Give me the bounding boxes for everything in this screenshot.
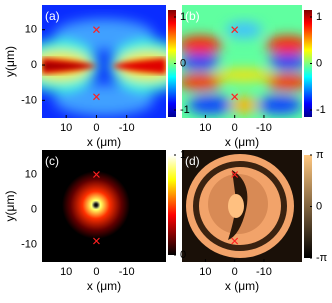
field-image (42, 150, 166, 262)
x-tick-label: 0 (232, 266, 238, 278)
x-tick-label: -10 (256, 266, 272, 278)
x-tick-label: 10 (60, 266, 72, 278)
marker (93, 171, 100, 178)
colorbar-tick-label: 0 (316, 57, 322, 69)
x-tick-label: 0 (232, 122, 238, 134)
y-tick-label: 0 (31, 59, 37, 71)
panel-label: (a) (45, 9, 60, 23)
colorbar (168, 10, 176, 117)
x-tick-label: 0 (93, 122, 99, 134)
colorbar (304, 155, 312, 258)
colorbar-tick-label: -π (316, 252, 328, 264)
x-axis-label: x (μm) (225, 279, 259, 293)
x-tick-label: -10 (256, 122, 272, 134)
panel-label: (b) (185, 9, 200, 23)
colorbar (168, 155, 176, 255)
marker (93, 93, 100, 101)
colorbar-tick-label: 1 (316, 11, 322, 23)
x-tick-label: 10 (199, 266, 211, 278)
marker (231, 93, 239, 101)
panel-label: (d) (185, 154, 200, 168)
x-tick-label: 10 (60, 122, 72, 134)
x-tick-label: -10 (119, 122, 135, 134)
y-tick-label: 10 (25, 168, 37, 180)
panel-label: (c) (45, 154, 59, 168)
marker (231, 171, 239, 178)
marker (231, 26, 239, 34)
y-tick-label: -10 (21, 238, 37, 250)
marker (93, 26, 100, 34)
y-tick-label: 0 (31, 203, 37, 215)
x-tick-label: -10 (119, 266, 135, 278)
colorbar-tick-label: 0 (316, 200, 322, 212)
y-tick-label: 10 (25, 24, 37, 36)
y-axis-label: y(μm) (3, 191, 17, 222)
colorbar (304, 10, 312, 117)
x-axis-label: x (μm) (87, 279, 121, 293)
colorbar-tick-label: π (316, 149, 324, 161)
colorbar-tick-label: 0 (180, 249, 186, 261)
x-axis-label: x (μm) (225, 135, 259, 149)
colorbar-tick-label: -1 (316, 104, 326, 116)
colorbar-tick-label: 1 (180, 149, 186, 161)
colorbar-tick-label: 1 (180, 11, 186, 23)
field-image (182, 150, 302, 262)
field-image (182, 5, 302, 118)
marker (231, 237, 239, 245)
x-axis-label: x (μm) (87, 135, 121, 149)
x-tick-label: 10 (199, 122, 211, 134)
marker (93, 237, 100, 245)
colorbar-tick-label: 0 (180, 57, 186, 69)
field-image (42, 5, 166, 118)
y-tick-label: -10 (21, 94, 37, 106)
colorbar-tick-label: -1 (180, 104, 190, 116)
y-axis-label: y(μm) (3, 46, 17, 77)
x-tick-label: 0 (93, 266, 99, 278)
